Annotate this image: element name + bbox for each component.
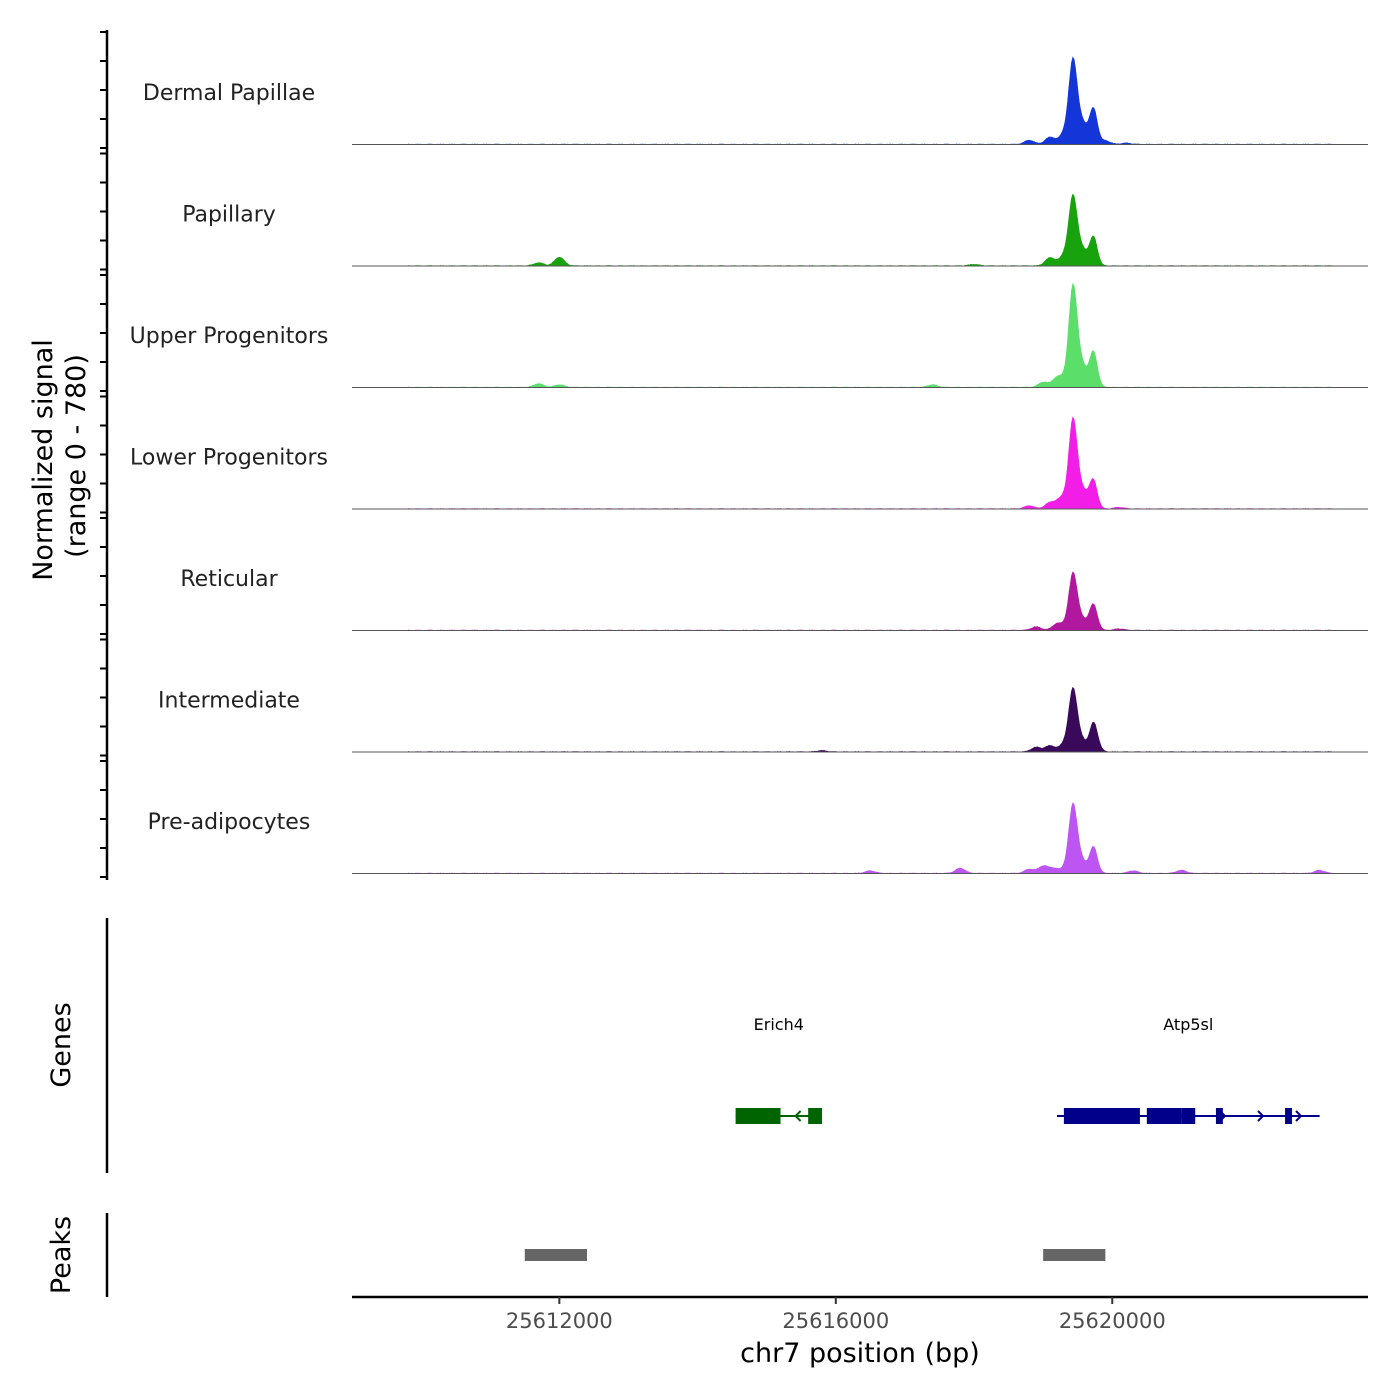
signal-area-papillary bbox=[407, 193, 1334, 267]
track-label: Dermal Papillae bbox=[143, 81, 315, 106]
track-label: Pre-adipocytes bbox=[148, 810, 311, 835]
genes-panel-title: Genes bbox=[46, 1002, 77, 1087]
strand-arrow-atp5sl bbox=[1257, 1110, 1265, 1122]
signal-area-lower-progenitors bbox=[407, 416, 1334, 510]
signal-area-intermediate bbox=[407, 686, 1334, 753]
coverage-tracks bbox=[352, 56, 1368, 874]
gene-exon-erich4 bbox=[735, 1108, 781, 1124]
x-axis: 25612000 25616000 25620000 bbox=[352, 1295, 1368, 1333]
y-axis-title: Normalized signal bbox=[28, 339, 59, 581]
peaks-panel-title: Peaks bbox=[46, 1216, 77, 1294]
gene-exon-atp5sl bbox=[1285, 1108, 1292, 1124]
strand-arrow-erich4 bbox=[794, 1110, 802, 1122]
track-label: Papillary bbox=[182, 203, 276, 228]
track-labels: Dermal Papillae Papillary Upper Progenitor… bbox=[130, 81, 329, 835]
strand-arrow-atp5sl bbox=[1181, 1110, 1189, 1122]
signal-area-dermal-papillae bbox=[407, 56, 1334, 145]
gene-label-erich4: Erich4 bbox=[754, 1015, 804, 1034]
peak-region bbox=[524, 1249, 587, 1261]
gene-exon-atp5sl bbox=[1215, 1108, 1223, 1124]
gene-label-atp5sl: Atp5sl bbox=[1163, 1015, 1213, 1034]
signal-area-upper-progenitors bbox=[407, 282, 1334, 388]
signal-area-reticular bbox=[407, 571, 1334, 631]
peak-region bbox=[1043, 1249, 1106, 1261]
track-label: Lower Progenitors bbox=[130, 446, 328, 471]
track-label: Intermediate bbox=[158, 689, 300, 714]
gene-exon-erich4 bbox=[808, 1108, 822, 1124]
signal-area-pre-adipocytes bbox=[407, 802, 1334, 874]
x-tick-label: 25620000 bbox=[1059, 1309, 1166, 1333]
gene-exon-atp5sl bbox=[1146, 1108, 1182, 1124]
gene-track: Erich4 Atp5sl bbox=[735, 1015, 1320, 1124]
x-axis-title: chr7 position (bp) bbox=[740, 1338, 980, 1369]
left-axes bbox=[100, 30, 109, 1297]
x-tick-label: 25612000 bbox=[506, 1309, 613, 1333]
gene-exon-atp5sl bbox=[1063, 1108, 1140, 1124]
track-label: Reticular bbox=[180, 567, 278, 592]
track-label: Upper Progenitors bbox=[130, 324, 329, 349]
strand-arrow-atp5sl bbox=[1295, 1110, 1303, 1122]
y-axis-range: (range 0 - 780) bbox=[61, 354, 92, 558]
x-tick-label: 25616000 bbox=[782, 1309, 889, 1333]
strand-arrow-atp5sl bbox=[1219, 1110, 1227, 1122]
peak-track bbox=[524, 1249, 1106, 1261]
